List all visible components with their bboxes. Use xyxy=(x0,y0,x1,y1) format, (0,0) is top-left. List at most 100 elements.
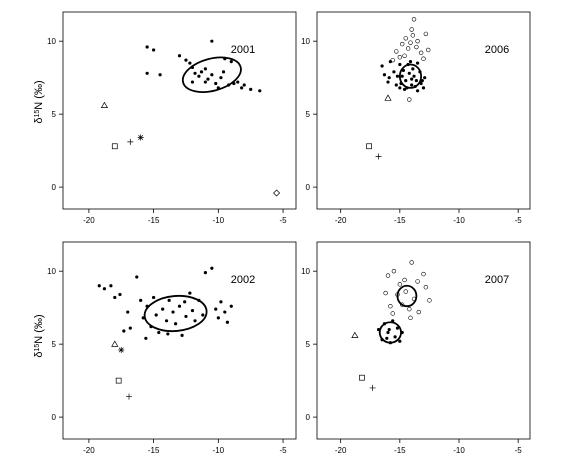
sea-ellipse xyxy=(378,321,402,344)
filled-point xyxy=(188,61,192,65)
source-asterisk xyxy=(137,134,144,141)
filled-point xyxy=(214,307,218,311)
y-axis-title: δ15N (‰) xyxy=(33,80,45,123)
panel-title: 2006 xyxy=(485,44,509,56)
filled-point xyxy=(411,67,415,71)
filled-point xyxy=(184,58,188,62)
source-triangle xyxy=(384,94,392,101)
open-point xyxy=(421,56,426,61)
open-point xyxy=(402,277,407,283)
x-tick-label: -15 xyxy=(148,216,160,225)
filled-point xyxy=(203,271,207,275)
plot-frame xyxy=(62,241,297,440)
filled-point xyxy=(221,70,226,74)
filled-point xyxy=(407,71,411,75)
open-point xyxy=(405,46,411,51)
open-point xyxy=(388,304,393,309)
filled-point xyxy=(166,332,170,336)
x-tick-label: -10 xyxy=(213,216,225,225)
y-axis-title-delta: δ xyxy=(33,352,45,358)
filled-point xyxy=(387,327,391,332)
filled-point xyxy=(392,70,396,74)
filled-point xyxy=(144,336,148,340)
y-tick-label: 0 xyxy=(52,183,57,192)
filled-point xyxy=(177,304,182,308)
open-point xyxy=(391,268,397,274)
open-point xyxy=(409,27,414,32)
filled-point xyxy=(109,284,113,288)
filled-point xyxy=(423,76,427,80)
x-tick-label: -20 xyxy=(335,216,347,225)
panel-2001: 2001 δ15N (‰) -20 -15 -10 -5 0 5 10 xyxy=(33,11,297,225)
x-tick-label: -15 xyxy=(394,446,406,455)
x-tick-label: -15 xyxy=(394,216,406,225)
source-triangle xyxy=(100,101,109,108)
filled-point xyxy=(415,89,420,93)
open-point xyxy=(397,55,403,60)
filled-point xyxy=(219,76,223,80)
x-tick-label: -10 xyxy=(453,446,465,455)
filled-point xyxy=(404,78,408,83)
y-axis-title-rest: N (‰) xyxy=(33,80,45,109)
open-point xyxy=(385,273,391,278)
y-tick-label: 10 xyxy=(301,37,310,46)
filled-point xyxy=(393,335,397,339)
filled-point xyxy=(193,319,197,323)
source-square xyxy=(366,143,372,150)
y-tick-label: 0 xyxy=(306,183,311,192)
source-plus xyxy=(375,153,382,160)
filled-point xyxy=(386,330,390,335)
filled-point xyxy=(183,300,187,304)
open-point xyxy=(410,33,416,38)
x-tick-label: -5 xyxy=(515,446,523,455)
open-point xyxy=(414,44,419,50)
panel-title: 2001 xyxy=(231,44,255,56)
y-tick-label: 10 xyxy=(47,37,56,46)
open-point xyxy=(402,53,407,58)
filled-point xyxy=(199,70,204,74)
filled-point xyxy=(161,307,165,311)
x-tick-label: -5 xyxy=(279,216,287,225)
open-point xyxy=(416,309,421,315)
open-point xyxy=(415,38,420,44)
filled-point xyxy=(188,291,192,295)
filled-point xyxy=(414,78,418,83)
plot-frame xyxy=(316,241,531,440)
open-point xyxy=(423,285,429,290)
filled-point xyxy=(184,314,188,319)
filled-point xyxy=(408,60,413,64)
y-axis-title-delta: δ xyxy=(33,118,45,124)
filled-point xyxy=(174,322,178,326)
filled-point xyxy=(203,67,207,71)
source-plus xyxy=(127,138,134,145)
sea-ellipse xyxy=(398,63,423,89)
filled-point xyxy=(193,71,197,75)
filled-point xyxy=(145,45,149,49)
open-point xyxy=(397,282,403,287)
filled-point xyxy=(229,60,233,64)
open-point xyxy=(427,298,432,303)
open-point xyxy=(426,47,431,53)
filled-point xyxy=(412,74,416,78)
filled-point xyxy=(415,61,420,65)
filled-point xyxy=(113,295,117,300)
panel-title: 2002 xyxy=(231,274,255,286)
open-point xyxy=(394,49,399,54)
panel-2007: 2007 -20 -15 -10 -5 0 5 10 xyxy=(301,241,531,455)
filled-point xyxy=(180,333,184,337)
x-tick-label: -10 xyxy=(213,446,225,455)
filled-point xyxy=(242,83,246,87)
source-asterisk xyxy=(118,346,125,353)
y-axis-title: δ15N (‰) xyxy=(33,314,45,357)
y-axis-title-superscript: 15 xyxy=(34,110,41,118)
filled-point xyxy=(229,304,233,308)
y-tick-label: 10 xyxy=(47,267,56,276)
plot-frame xyxy=(62,11,297,210)
filled-point xyxy=(400,74,404,78)
filled-point xyxy=(118,292,122,297)
x-tick-label: -15 xyxy=(148,446,160,455)
source-square xyxy=(115,377,122,384)
filled-point xyxy=(203,80,207,84)
y-tick-label: 5 xyxy=(306,110,311,119)
